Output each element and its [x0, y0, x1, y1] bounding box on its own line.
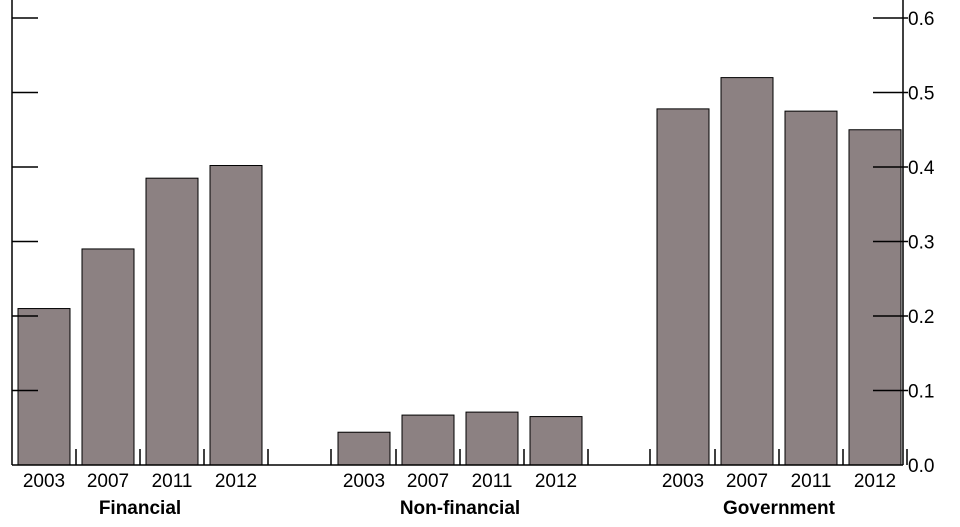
- x-category-label: 2007: [726, 471, 768, 492]
- bar: [401, 414, 455, 466]
- x-category-label: 2011: [791, 471, 832, 492]
- bars-layer: [17, 77, 902, 466]
- bar: [17, 308, 71, 466]
- x-category-label: 2011: [472, 471, 513, 492]
- bar: [720, 77, 774, 466]
- y-tick-label: 0.4: [908, 158, 935, 179]
- x-category-label: 2007: [87, 471, 129, 492]
- bar: [209, 165, 263, 466]
- x-category-label: 2003: [343, 471, 385, 492]
- x-category-label: 2012: [854, 471, 896, 492]
- y-tick-label: 0.5: [908, 84, 934, 105]
- group-label: Financial: [99, 498, 181, 519]
- bar: [784, 110, 838, 466]
- bar: [337, 431, 391, 466]
- bar: [465, 411, 519, 466]
- y-tick-label: 0.1: [908, 382, 934, 403]
- bar: [529, 416, 583, 466]
- y-tick-label: 0.6: [908, 9, 934, 30]
- x-category-label: 2007: [407, 471, 449, 492]
- x-category-label: 2003: [662, 471, 704, 492]
- bar: [848, 129, 902, 466]
- x-category-label: 2012: [535, 471, 577, 492]
- x-category-label: 2012: [215, 471, 257, 492]
- group-label: Non-financial: [400, 498, 520, 519]
- y-tick-label: 0.3: [908, 233, 934, 254]
- group-label: Government: [723, 498, 836, 519]
- x-category-label: 2011: [152, 471, 193, 492]
- bar: [81, 248, 135, 466]
- bar: [656, 108, 710, 466]
- y-tick-label: 0.2: [908, 307, 934, 328]
- y-tick-label: 0.0: [908, 456, 934, 477]
- labels-layer: 0.0 0.1 0.2 0.3 0.4 0.5 0.6 2003 2007 2011 2012 Fin…: [23, 9, 935, 519]
- x-category-label: 2003: [23, 471, 65, 492]
- axes-layer: [11, 0, 908, 466]
- bar: [145, 177, 199, 466]
